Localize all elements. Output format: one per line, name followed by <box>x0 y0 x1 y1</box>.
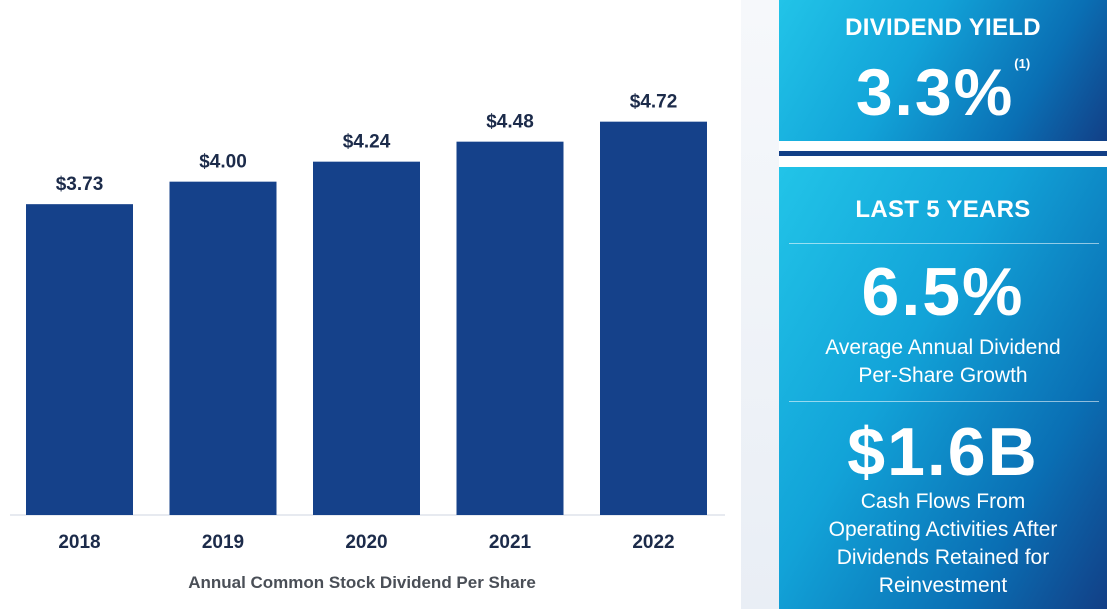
cash-line-3: Dividends Retained for <box>836 546 1050 569</box>
x-tick-2020: 2020 <box>345 532 387 553</box>
cash-line-4: Reinvestment <box>878 574 1008 597</box>
yield-value-wrap: 3.3%(1) <box>779 54 1107 130</box>
x-tick-2022: 2022 <box>632 532 674 553</box>
bar-2021 <box>456 141 564 515</box>
data-label-2020: $4.24 <box>343 132 391 153</box>
bar-2019 <box>169 181 277 515</box>
data-label-2019: $4.00 <box>199 152 247 173</box>
dividend-yield-card: DIVIDEND YIELD 3.3%(1) <box>779 0 1107 141</box>
yield-footnote: (1) <box>1014 56 1031 71</box>
bars-layer <box>26 121 707 516</box>
bar-2018 <box>26 204 133 515</box>
stats-rule-middle <box>789 401 1099 402</box>
separator-strip <box>741 0 779 609</box>
growth-line-2: Per-Share Growth <box>858 364 1028 387</box>
stats-heading: LAST 5 YEARS <box>855 196 1031 223</box>
x-tick-2021: 2021 <box>489 532 532 553</box>
chart-svg: $3.73$4.00$4.24$4.48$4.72 2018 2019 2020 20… <box>10 92 725 592</box>
growth-value: 6.5% <box>861 254 1025 330</box>
bar-2022 <box>600 121 707 516</box>
data-label-2018: $3.73 <box>56 174 104 195</box>
data-label-2022: $4.72 <box>630 92 678 113</box>
x-ticks-layer: 2018 2019 2020 2021 2022 <box>58 532 674 553</box>
last-five-years-card: LAST 5 YEARS 6.5% Average Annual Dividen… <box>779 167 1107 609</box>
data-label-2021: $4.48 <box>486 112 534 133</box>
x-axis-title: Annual Common Stock Dividend Per Share <box>188 573 536 592</box>
cash-line-2: Operating Activities After <box>828 518 1058 541</box>
bar-2020 <box>313 161 420 515</box>
yield-heading: DIVIDEND YIELD <box>845 14 1041 41</box>
side-panel: DIVIDEND YIELD 3.3%(1) LAST 5 YEARS 6.5%… <box>779 0 1107 609</box>
x-tick-2019: 2019 <box>202 532 244 553</box>
x-tick-2018: 2018 <box>58 532 100 553</box>
panel-divider <box>779 151 1107 156</box>
yield-value: 3.3% <box>855 55 1015 129</box>
dividend-chart: $3.73 $4.00 $4.24 $4.48 $4.72 2018 2019 2020 20… <box>10 92 725 592</box>
cash-line-1: Cash Flows From <box>860 490 1026 513</box>
growth-line-1: Average Annual Dividend <box>825 336 1061 359</box>
cash-value: $1.6B <box>847 414 1039 490</box>
stats-rule-top <box>789 243 1099 244</box>
data-labels-layer: $3.73 $4.00 $4.24 $4.48 $4.72 <box>56 92 678 196</box>
